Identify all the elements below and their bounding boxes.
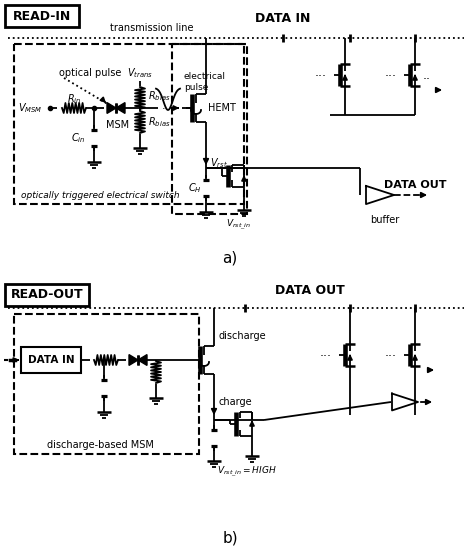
Text: discharge: discharge bbox=[219, 331, 266, 341]
Polygon shape bbox=[107, 102, 116, 114]
Text: optical pulse: optical pulse bbox=[59, 68, 121, 78]
Text: $V_{trans}$: $V_{trans}$ bbox=[127, 66, 153, 80]
Text: $R_{in}$: $R_{in}$ bbox=[67, 92, 81, 106]
Text: DATA OUT: DATA OUT bbox=[384, 180, 446, 190]
Text: b): b) bbox=[222, 531, 238, 545]
Text: optically triggered electrical switch: optically triggered electrical switch bbox=[21, 192, 179, 201]
FancyBboxPatch shape bbox=[21, 347, 81, 373]
Bar bbox=[172, 44, 247, 214]
Bar bbox=[14, 314, 199, 454]
Text: ···: ··· bbox=[162, 104, 173, 114]
Text: ···: ··· bbox=[385, 350, 397, 364]
Text: electrical
pulse: electrical pulse bbox=[184, 72, 226, 91]
Text: READ-IN: READ-IN bbox=[13, 9, 71, 23]
Text: DATA OUT: DATA OUT bbox=[275, 284, 345, 296]
Text: $R_{bias}$: $R_{bias}$ bbox=[148, 115, 171, 129]
Text: DATA IN: DATA IN bbox=[255, 12, 310, 24]
FancyBboxPatch shape bbox=[5, 5, 79, 27]
Text: READ-OUT: READ-OUT bbox=[11, 289, 83, 301]
Bar bbox=[14, 44, 244, 204]
Polygon shape bbox=[129, 355, 138, 365]
Polygon shape bbox=[138, 355, 147, 365]
Text: HEMT: HEMT bbox=[208, 103, 236, 113]
Text: transmission line: transmission line bbox=[110, 23, 194, 33]
Text: $V_{rst}$: $V_{rst}$ bbox=[210, 156, 228, 170]
Text: charge: charge bbox=[219, 397, 253, 407]
Text: $V_{rst\_in}=HIGH$: $V_{rst\_in}=HIGH$ bbox=[217, 465, 277, 479]
Text: $C_{in}$: $C_{in}$ bbox=[72, 131, 86, 145]
Text: $C_H$: $C_H$ bbox=[188, 181, 202, 195]
Text: ··: ·· bbox=[423, 73, 431, 87]
Text: $V_{rst\_in}$: $V_{rst\_in}$ bbox=[227, 218, 252, 233]
Text: ···: ··· bbox=[385, 71, 397, 84]
Text: MSM: MSM bbox=[107, 120, 129, 130]
FancyBboxPatch shape bbox=[5, 284, 89, 306]
Text: $R_{bias}$: $R_{bias}$ bbox=[148, 89, 171, 103]
Text: ···: ··· bbox=[315, 71, 327, 84]
Text: buffer: buffer bbox=[370, 215, 400, 225]
Text: a): a) bbox=[222, 251, 237, 266]
Polygon shape bbox=[116, 102, 125, 114]
Text: DATA IN: DATA IN bbox=[27, 355, 74, 365]
Text: discharge-based MSM: discharge-based MSM bbox=[46, 440, 154, 450]
Text: ···: ··· bbox=[320, 350, 332, 364]
Text: $V_{MSM}$: $V_{MSM}$ bbox=[18, 101, 43, 115]
